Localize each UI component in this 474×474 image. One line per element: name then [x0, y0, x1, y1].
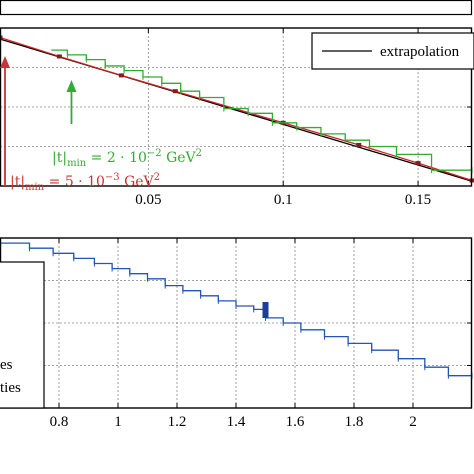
- x-tick-label: 1.8: [345, 414, 364, 430]
- series-line: [0, 36, 473, 182]
- x-tick-label: 0.15: [405, 192, 431, 208]
- header-strip: [0, 0, 473, 16]
- highlight-marker: [262, 302, 269, 318]
- x-tick-label: 1: [114, 414, 122, 430]
- x-tick-label: 1.4: [227, 414, 246, 430]
- data-marker: [415, 161, 421, 166]
- data-marker: [56, 54, 62, 59]
- grid: [0, 238, 472, 408]
- x-tick-label: 0.05: [135, 192, 161, 208]
- legend-label: ties: [0, 380, 21, 396]
- green-annotation: |t|min = 2 · 10−2 GeV2: [52, 148, 202, 169]
- data-marker: [118, 73, 124, 78]
- x-tick-label: 0.8: [50, 414, 69, 430]
- legend: extrapolation: [311, 32, 474, 70]
- x-tick-label: 1.6: [286, 414, 305, 430]
- top-panel: 0.05 0.1 0.15 extrapolation |t|min = 2 · 10−…: [0, 27, 474, 208]
- data-marker: [172, 89, 178, 94]
- legend-label: extrapolation: [380, 44, 460, 60]
- data-marker: [0, 35, 3, 40]
- legend-label: es: [0, 357, 13, 373]
- bottom-panel: 0.8 1 1.2 1.4 1.6 1.8 2 es ties: [0, 237, 473, 430]
- red-annotation: |t|min = 5 · 10−3 GeV2: [10, 172, 160, 193]
- x-tick-label: 1.2: [168, 414, 187, 430]
- x-tick-label: 0.1: [274, 192, 293, 208]
- legend-box: [0, 261, 45, 409]
- x-tick-label: 2: [409, 414, 417, 430]
- red-arrow-head: [0, 56, 10, 68]
- data-marker: [356, 142, 362, 147]
- green-arrow-head: [66, 80, 77, 92]
